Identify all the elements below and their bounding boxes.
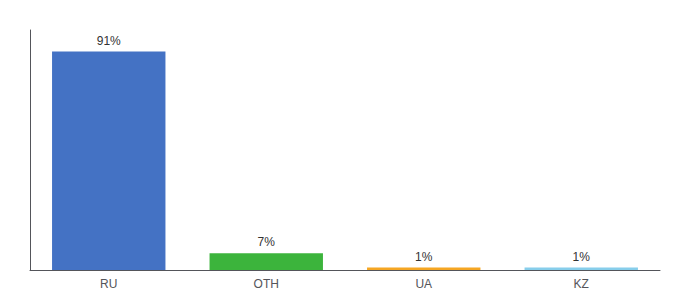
svg-text:1%: 1% [415, 250, 433, 264]
svg-text:RU: RU [100, 277, 117, 291]
svg-text:KZ: KZ [574, 277, 589, 291]
svg-text:OTH: OTH [254, 277, 279, 291]
svg-text:1%: 1% [573, 250, 591, 264]
svg-text:UA: UA [415, 277, 432, 291]
svg-text:91%: 91% [97, 34, 121, 48]
svg-text:7%: 7% [258, 235, 276, 249]
